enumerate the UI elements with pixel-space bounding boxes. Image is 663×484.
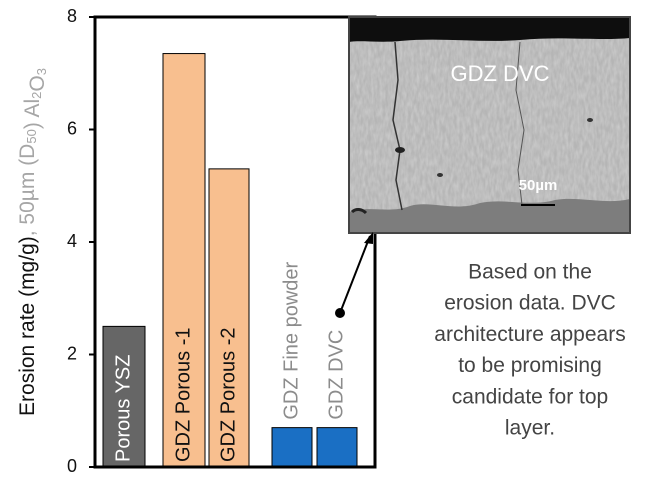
y-axis-label: Erosion rate (mg/g), 50µm (D50) Al2O3 (16, 68, 50, 416)
y-axis-label-note: 50 (24, 129, 39, 143)
y-axis-label-main: Erosion rate (mg/g) (16, 236, 39, 416)
annotation-line: to be promising (458, 354, 602, 377)
category-label: GDZ Porous -2 (217, 328, 239, 462)
y-axis-label-note: 2 (29, 92, 44, 99)
chart: 02468Erosion rate (mg/g), 50µm (D50) Al2… (0, 0, 663, 484)
y-tick-label: 2 (67, 343, 77, 363)
category-label: GDZ Porous -1 (172, 328, 194, 462)
y-axis-label-note: , 50µm (D (16, 144, 39, 237)
y-axis-label-note: 3 (34, 68, 49, 75)
y-axis-label-note: O (26, 75, 49, 91)
page: {"chart_data": {"type": "bar", "y_label"… (0, 0, 663, 484)
annotation-line: layer. (505, 417, 555, 440)
scale-label: 50µm (519, 177, 558, 194)
y-axis-label-note: ) Al (21, 99, 44, 129)
category-label: GDZ DVC (325, 330, 347, 420)
annotation-line: erosion data. DVC (444, 292, 616, 315)
category-label: GDZ Fine powder (280, 261, 302, 419)
inset-title: GDZ DVC (451, 61, 550, 86)
micrograph (349, 17, 630, 233)
y-tick-label: 0 (67, 456, 77, 476)
annotation: Based on the erosion data. DVC architectur… (434, 261, 625, 440)
pointer-line (340, 236, 370, 313)
annotation-line: Based on the (468, 261, 592, 284)
y-tick-label: 8 (67, 6, 77, 26)
bar (317, 428, 357, 467)
bar (272, 428, 312, 467)
y-tick-label: 4 (67, 231, 77, 251)
annotation-line: architecture appears (434, 323, 625, 346)
y-tick-label: 6 (67, 118, 77, 138)
pointer-dot (335, 308, 345, 318)
annotation-line: candidate for top (452, 385, 608, 408)
category-label: Porous YSZ (112, 355, 134, 462)
